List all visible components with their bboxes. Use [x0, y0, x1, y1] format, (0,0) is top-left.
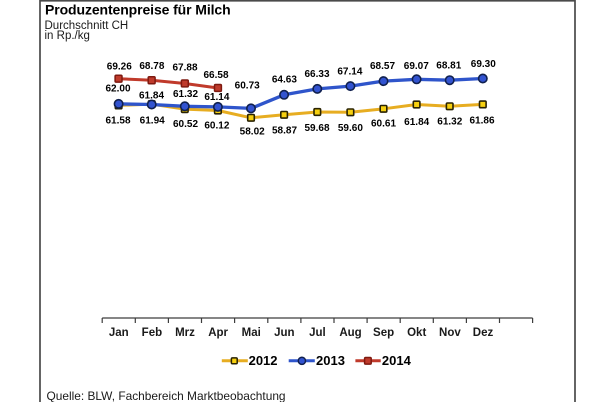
svg-text:58.87: 58.87 — [272, 126, 297, 137]
svg-text:Aug: Aug — [339, 327, 361, 339]
svg-text:61.84: 61.84 — [139, 90, 164, 101]
svg-text:Jul: Jul — [309, 327, 326, 339]
svg-text:61.32: 61.32 — [173, 89, 198, 100]
svg-text:66.33: 66.33 — [304, 69, 329, 80]
svg-text:61.94: 61.94 — [140, 116, 165, 127]
svg-text:69.30: 69.30 — [471, 59, 496, 70]
svg-text:Jan: Jan — [109, 327, 129, 339]
svg-text:61.58: 61.58 — [105, 116, 130, 127]
svg-text:67.88: 67.88 — [172, 62, 197, 73]
svg-text:Mrz: Mrz — [175, 327, 195, 339]
svg-text:Apr: Apr — [208, 327, 228, 339]
svg-text:60.52: 60.52 — [173, 119, 198, 130]
svg-text:Okt: Okt — [407, 327, 426, 339]
svg-text:61.84: 61.84 — [404, 117, 429, 128]
svg-text:Durchschnitt CH: Durchschnitt CH — [45, 20, 129, 32]
svg-text:2013: 2013 — [316, 353, 345, 368]
svg-text:61.86: 61.86 — [469, 115, 494, 126]
svg-text:68.78: 68.78 — [139, 61, 164, 72]
svg-text:Sep: Sep — [373, 327, 394, 339]
svg-text:64.63: 64.63 — [272, 75, 297, 86]
svg-text:62.00: 62.00 — [105, 83, 130, 94]
svg-text:68.57: 68.57 — [370, 61, 395, 72]
svg-text:61.14: 61.14 — [204, 92, 229, 103]
svg-text:Mai: Mai — [242, 327, 261, 339]
svg-text:Jun: Jun — [274, 327, 294, 339]
svg-text:60.73: 60.73 — [235, 80, 260, 91]
svg-text:Dez: Dez — [473, 327, 494, 339]
svg-text:60.61: 60.61 — [371, 119, 396, 130]
svg-text:2014: 2014 — [382, 353, 412, 368]
svg-text:in Rp./kg: in Rp./kg — [45, 30, 90, 42]
svg-text:68.81: 68.81 — [436, 61, 461, 72]
svg-text:59.68: 59.68 — [304, 123, 329, 134]
svg-text:2012: 2012 — [249, 353, 278, 368]
svg-text:59.60: 59.60 — [338, 123, 363, 134]
svg-text:Produzentenpreise für Milch: Produzentenpreise für Milch — [45, 2, 231, 18]
svg-text:69.07: 69.07 — [404, 61, 429, 72]
svg-text:60.12: 60.12 — [204, 121, 229, 132]
svg-text:66.58: 66.58 — [203, 70, 228, 81]
svg-text:Nov: Nov — [439, 327, 461, 339]
svg-text:61.32: 61.32 — [437, 116, 462, 127]
svg-text:67.14: 67.14 — [337, 66, 362, 77]
svg-text:Feb: Feb — [142, 327, 162, 339]
svg-text:58.02: 58.02 — [240, 127, 265, 138]
svg-text:69.26: 69.26 — [107, 62, 132, 73]
svg-text:Quelle: BLW, Fachbereich Markt: Quelle: BLW, Fachbereich Marktbeobachtun… — [47, 389, 286, 402]
